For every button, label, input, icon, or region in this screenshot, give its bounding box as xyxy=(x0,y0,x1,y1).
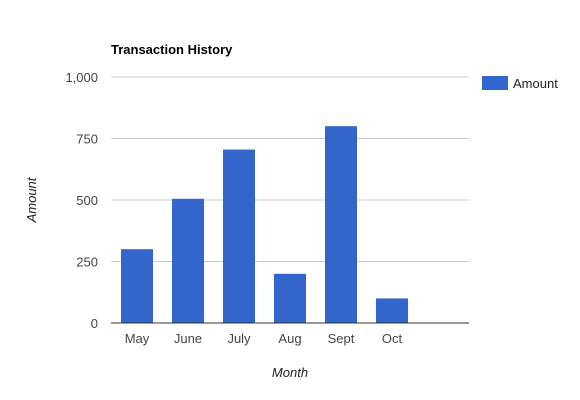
legend: Amount xyxy=(482,76,558,91)
chart-title: Transaction History xyxy=(111,42,233,57)
x-tick-label: Aug xyxy=(278,331,301,346)
y-tick-label: 750 xyxy=(76,132,98,147)
bars xyxy=(121,126,408,323)
bar xyxy=(274,273,306,323)
bar xyxy=(325,126,357,323)
x-axis-ticks: May June July Aug Sept Oct xyxy=(125,331,403,346)
gridlines xyxy=(111,76,469,262)
legend-swatch xyxy=(482,76,508,90)
y-tick-label: 0 xyxy=(91,316,98,331)
y-tick-label: 500 xyxy=(76,193,98,208)
x-tick-label: Oct xyxy=(382,331,403,346)
x-axis-title: Month xyxy=(272,365,308,380)
y-axis-title: Amount xyxy=(24,176,39,223)
legend-label: Amount xyxy=(513,76,558,91)
x-tick-label: June xyxy=(174,331,202,346)
x-tick-label: May xyxy=(125,331,150,346)
y-tick-label: 250 xyxy=(76,255,98,270)
bar xyxy=(376,298,408,323)
y-axis-ticks: 0 250 500 750 1,000 xyxy=(65,70,98,331)
bar xyxy=(223,149,255,323)
x-tick-label: July xyxy=(227,331,251,346)
x-tick-label: Sept xyxy=(328,331,355,346)
y-tick-label: 1,000 xyxy=(65,70,98,85)
bar xyxy=(121,249,153,323)
bar xyxy=(172,198,204,323)
